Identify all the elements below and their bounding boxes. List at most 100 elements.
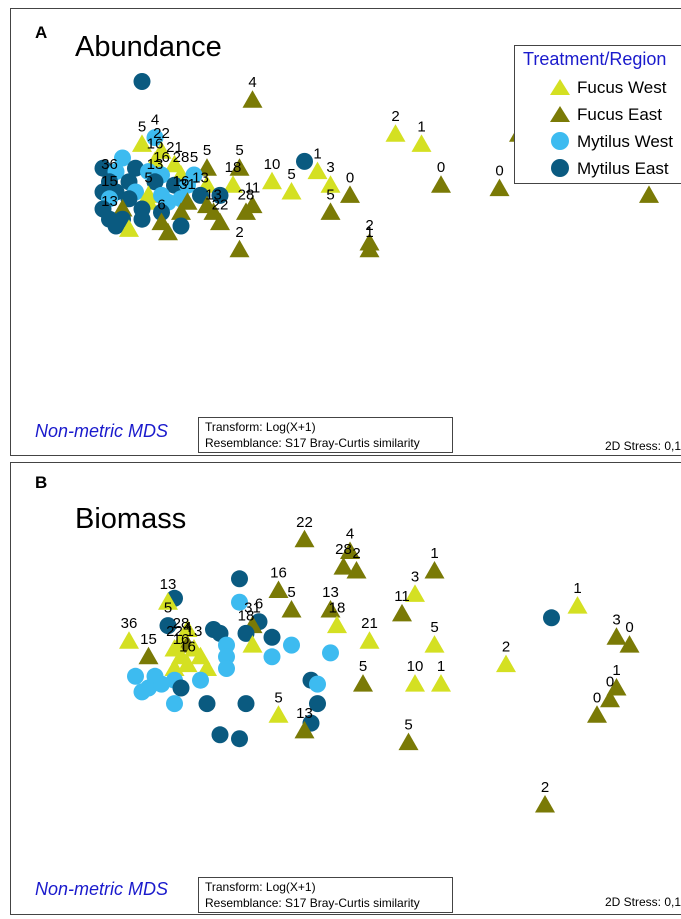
panel-letter-b: B	[35, 473, 48, 492]
legend-label: Fucus West	[577, 78, 667, 97]
data-point-mytilus-east	[543, 609, 560, 627]
data-point-fucus-west	[132, 134, 152, 152]
data-point-label: 28	[238, 186, 255, 203]
data-point-fucus-west	[567, 596, 588, 614]
data-point-mytilus-east	[296, 152, 313, 170]
data-point-label: 2	[502, 639, 510, 656]
panel-letter-a: A	[35, 23, 48, 42]
data-point-label: 13	[101, 193, 118, 210]
data-point-mytilus-west	[322, 644, 339, 662]
data-point-label: 5	[274, 689, 282, 706]
data-point-mytilus-west	[133, 683, 151, 701]
data-point-fucus-east	[320, 600, 341, 618]
resemblance-text: Resemblance: S17 Bray-Curtis similarity	[205, 896, 420, 910]
data-point-mytilus-west	[153, 675, 170, 693]
data-point-fucus-west	[242, 635, 263, 653]
data-point-label: 1	[417, 118, 425, 135]
data-point-label: 5	[235, 142, 243, 159]
data-point-fucus-east	[340, 541, 360, 559]
data-point-mytilus-west	[127, 667, 144, 685]
data-point-mytilus-east	[127, 159, 144, 177]
data-point-label: 15	[140, 631, 157, 648]
data-point-mytilus-east	[146, 173, 164, 191]
data-point-fucus-east	[268, 580, 289, 598]
data-point-label: 21	[166, 139, 183, 156]
transform-text: Transform: Log(X+1)	[205, 880, 316, 894]
data-point-label: 0	[625, 619, 633, 636]
legend-item-mytilus-east: Mytilus East	[515, 156, 681, 182]
data-point-label: 10	[407, 658, 424, 675]
data-point-label: 31	[244, 600, 261, 617]
data-point-fucus-east	[294, 720, 315, 739]
data-point-label: 11	[394, 588, 410, 605]
data-point-fucus-east	[424, 561, 445, 579]
data-point-label: 16	[147, 135, 164, 152]
data-point-label: 1	[313, 146, 321, 163]
transform-text: Transform: Log(X+1)	[205, 420, 316, 434]
data-point-mytilus-west	[146, 129, 164, 147]
data-point-fucus-west	[385, 124, 406, 142]
data-point-label: 36	[121, 615, 138, 632]
data-point-mytilus-east	[94, 159, 112, 177]
data-point-fucus-west	[164, 658, 185, 676]
circle-icon	[551, 159, 569, 177]
data-point-fucus-east	[281, 600, 302, 618]
legend-label: Mytilus East	[577, 159, 669, 178]
info-box: Transform: Log(X+1) Resemblance: S17 Bra…	[198, 417, 453, 453]
data-point-fucus-east	[171, 202, 191, 220]
data-point-fucus-east	[320, 202, 341, 220]
data-point-mytilus-east	[107, 217, 125, 235]
data-point-mytilus-east	[172, 679, 190, 697]
legend-label: Fucus East	[577, 105, 663, 124]
data-point-fucus-west	[190, 646, 211, 665]
data-point-label: 15	[101, 173, 118, 190]
data-point-label: 3	[612, 611, 620, 628]
legend-item-mytilus-west: Mytilus West	[515, 129, 681, 155]
data-point-mytilus-west	[218, 660, 235, 677]
data-point-mytilus-west	[114, 149, 131, 167]
data-point-mytilus-east	[309, 695, 326, 713]
data-point-mytilus-west	[179, 176, 196, 194]
data-point-label: 13	[186, 623, 203, 640]
data-point-mytilus-east	[231, 730, 248, 748]
data-point-label: 6	[157, 197, 165, 214]
data-point-label: 5	[359, 658, 367, 675]
legend-title: Treatment/Region	[523, 49, 667, 69]
panel-title-biomass: Biomass	[75, 503, 187, 535]
triangle-icon	[550, 106, 570, 122]
data-point-label: 4	[346, 526, 354, 543]
data-point-fucus-west	[320, 175, 341, 193]
data-point-label: 4	[183, 619, 191, 636]
data-point-fucus-west	[327, 615, 347, 634]
data-point-fucus-east	[138, 646, 159, 665]
data-point-label: 28	[335, 541, 352, 558]
data-point-mytilus-west	[263, 648, 281, 666]
panel-abundance: A Abundance 4213452216215511628518103005…	[10, 8, 681, 456]
data-point-fucus-east	[392, 603, 412, 622]
data-point-label: 2	[352, 545, 360, 562]
data-point-fucus-west	[119, 219, 139, 237]
data-point-label: 4	[151, 112, 159, 129]
data-point-mytilus-east	[231, 570, 248, 588]
circle-icon	[551, 132, 569, 150]
panel-biomass: B Biomass 22 4 28 2 1 16 3 1 13 5 13 11 6 18 31 5 18 21 5 3…	[10, 462, 681, 915]
data-point-label: 1	[573, 580, 581, 597]
data-point-label: 13	[322, 584, 339, 601]
info-box: Transform: Log(X+1) Resemblance: S17 Bra…	[198, 877, 453, 913]
data-point-fucus-west	[197, 658, 217, 676]
data-point-mytilus-west	[166, 695, 183, 713]
data-point-label: 13	[147, 156, 164, 173]
data-point-label: 28	[173, 615, 190, 632]
data-point-label: 22	[166, 623, 183, 640]
data-point-fucus-east	[619, 635, 640, 653]
data-point-label: 5	[326, 186, 334, 203]
data-point-mytilus-east	[166, 176, 183, 194]
data-point-fucus-east	[112, 199, 133, 217]
data-point-label: 2	[235, 224, 243, 241]
legend-label: Mytilus West	[577, 132, 674, 151]
data-point-mytilus-west	[218, 648, 235, 666]
data-point-fucus-east	[600, 689, 620, 708]
data-point-label: 36	[101, 156, 118, 173]
data-point-fucus-east	[158, 222, 178, 241]
